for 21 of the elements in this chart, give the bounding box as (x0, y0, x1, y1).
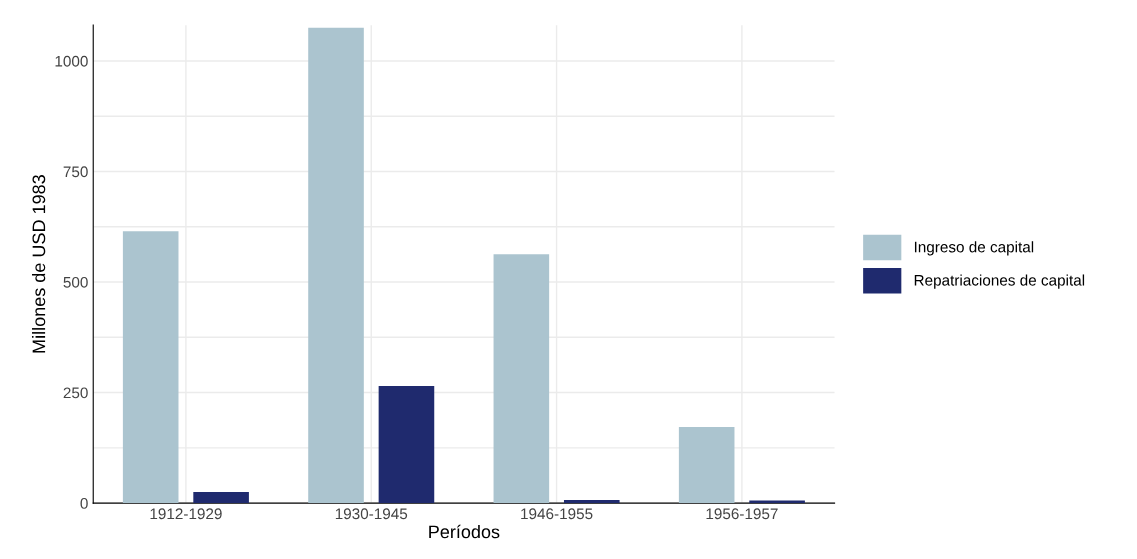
y-tick-label: 500 (63, 276, 88, 288)
bar (193, 492, 249, 504)
bar (749, 500, 805, 504)
bar (308, 27, 364, 504)
x-tick-label: 1930-1945 (335, 508, 408, 520)
x-tick-label: 1912-1929 (150, 508, 222, 520)
bar (493, 254, 550, 504)
legend-label: Ingreso de capital (914, 241, 1034, 256)
y-tick-label: 0 (80, 497, 88, 509)
y-tick-label: 1000 (55, 55, 88, 67)
legend-label: Repatriaciones de capital (914, 274, 1085, 289)
y-tick-label: 250 (63, 387, 88, 399)
bar (563, 500, 620, 504)
y-tick-label: 750 (63, 166, 88, 178)
x-tick-label: 1946-1955 (521, 508, 593, 520)
x-axis-title: Períodos (429, 524, 500, 539)
y-axis-title: Millones de USD 1983 (32, 175, 46, 353)
bar (122, 231, 179, 504)
bar (378, 385, 435, 504)
x-tick-label: 1956-1957 (706, 508, 778, 520)
bar (678, 427, 735, 504)
